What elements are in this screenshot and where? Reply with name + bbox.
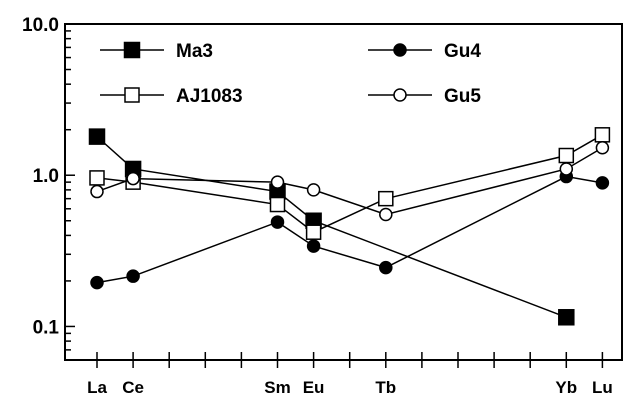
series-gu5 <box>90 140 610 222</box>
series-aj1083 <box>89 127 611 240</box>
data-point-gu5 <box>379 207 393 222</box>
legend-item-gu4: Gu4 <box>368 41 481 62</box>
data-point-gu4 <box>126 269 140 283</box>
data-point-gu5 <box>270 175 285 189</box>
data-point-gu5 <box>559 162 574 176</box>
data-point-gu4 <box>379 260 393 275</box>
legend-marker-gu4 <box>393 43 407 57</box>
plot-frame <box>64 23 623 361</box>
x-tick-label: La <box>87 378 107 397</box>
y-tick-label: 0.1 <box>33 317 60 338</box>
data-point-gu5 <box>126 171 140 186</box>
data-point-aj1083 <box>558 147 575 164</box>
data-point-ma3 <box>88 128 106 145</box>
data-point-gu5 <box>595 140 610 155</box>
y-axis-ticks: 10.0 1.0 0.1 <box>22 15 75 361</box>
legend-marker-aj1083 <box>124 87 140 103</box>
data-point-aj1083 <box>89 170 105 186</box>
legend-marker-gu5 <box>393 88 407 102</box>
x-tick-label: Eu <box>303 378 325 397</box>
series-ma3 <box>88 128 575 326</box>
legend: Ma3 Gu4 AJ1083 Gu5 <box>100 41 481 107</box>
series-line-gu5 <box>96 147 603 216</box>
x-tick-label: Ce <box>122 378 144 397</box>
axes <box>64 23 623 361</box>
x-axis-ticks: La Ce Sm Eu Tb Yb Lu <box>87 352 613 397</box>
data-point-aj1083 <box>269 196 286 213</box>
data-point-aj1083 <box>305 224 322 240</box>
data-point-aj1083 <box>594 127 611 143</box>
series-layer <box>88 127 611 326</box>
x-tick-label: Sm <box>264 378 290 397</box>
x-tick-label: Lu <box>592 378 613 397</box>
series-line-gu4 <box>96 175 603 284</box>
legend-label-ma3: Ma3 <box>176 41 213 62</box>
data-point-gu5 <box>90 184 104 199</box>
legend-label-aj1083: AJ1083 <box>176 86 243 107</box>
series-gu4 <box>90 169 610 290</box>
legend-marker-ma3 <box>123 41 141 59</box>
y-tick-label: 10.0 <box>22 15 59 36</box>
data-point-gu5 <box>306 183 321 197</box>
data-point-aj1083 <box>378 190 394 207</box>
data-point-gu4 <box>270 215 285 229</box>
series-line-aj1083 <box>96 134 603 234</box>
legend-label-gu5: Gu5 <box>444 86 481 107</box>
data-point-gu4 <box>595 176 610 190</box>
y-tick-label: 1.0 <box>33 166 59 187</box>
legend-label-gu4: Gu4 <box>444 41 481 62</box>
data-point-gu4 <box>306 239 321 253</box>
data-point-ma3 <box>558 309 575 326</box>
data-point-gu4 <box>90 275 104 290</box>
legend-item-ma3: Ma3 <box>100 41 213 62</box>
legend-item-aj1083: AJ1083 <box>100 86 243 107</box>
x-tick-label: Tb <box>375 378 396 397</box>
x-tick-label: Yb <box>555 378 577 397</box>
series-line-ma3 <box>96 136 567 318</box>
legend-item-gu5: Gu5 <box>368 86 481 107</box>
